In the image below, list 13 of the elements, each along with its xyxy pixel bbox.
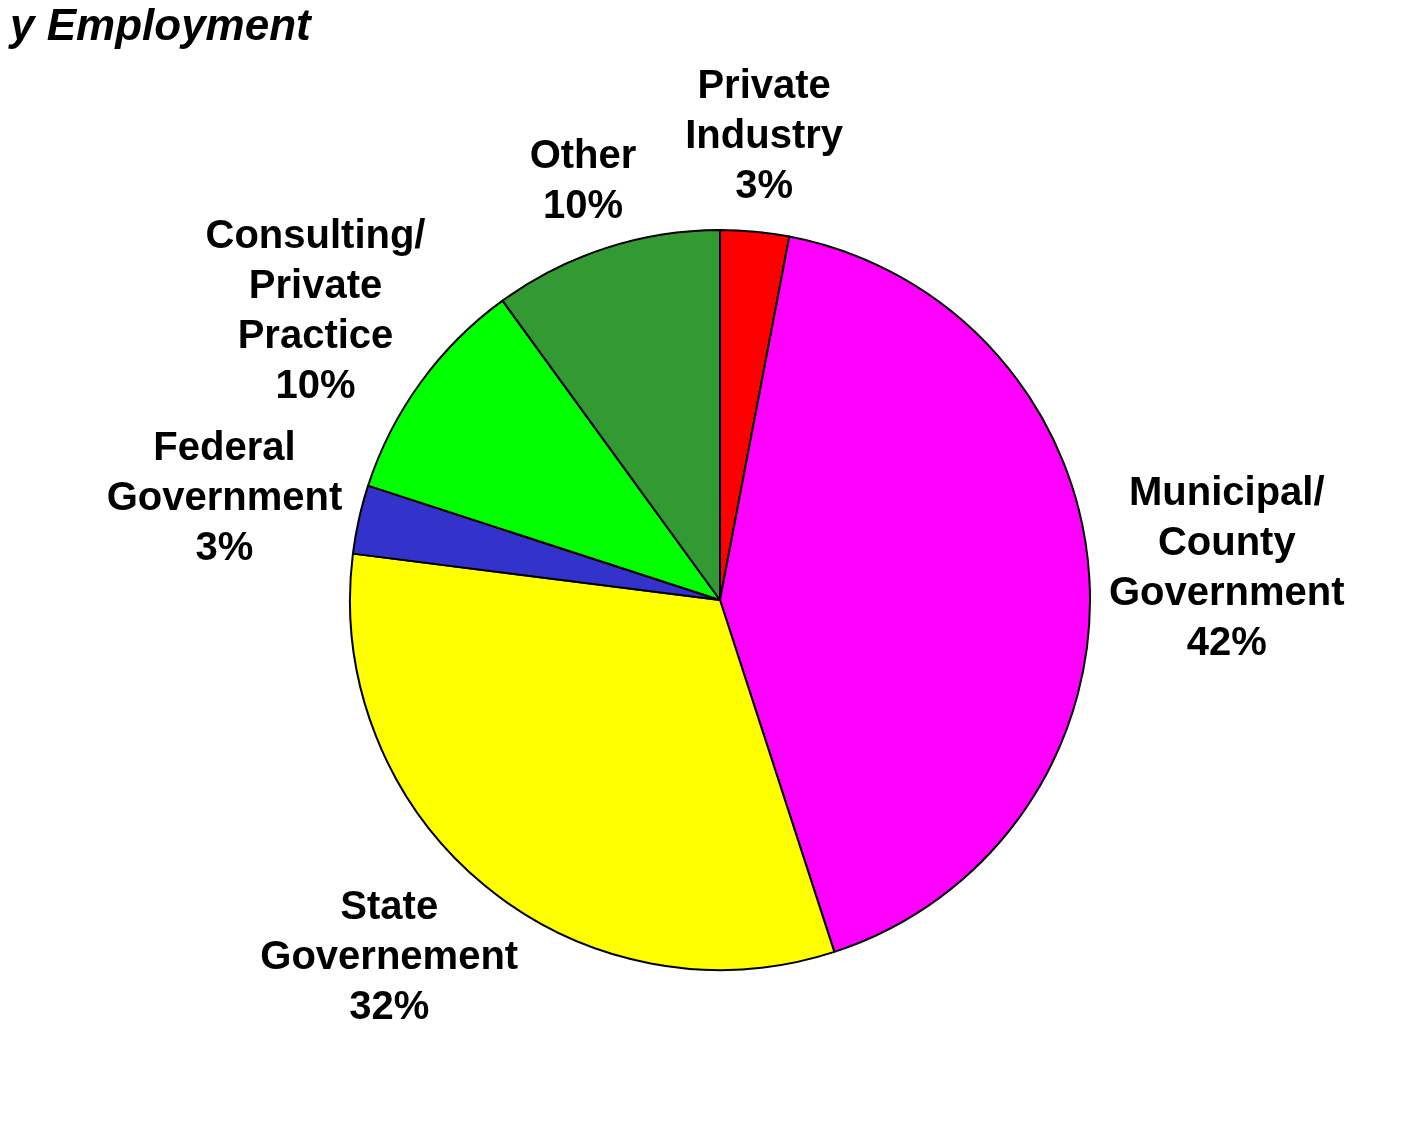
slice-label: Consulting/ Private Practice: [205, 212, 426, 357]
slice-label: Private Industry: [685, 62, 844, 157]
slice-label: Federal Government: [106, 423, 343, 518]
data-label: 42%: [1186, 619, 1267, 664]
data-label: 10%: [275, 362, 356, 407]
slice-label: State Governement: [260, 883, 519, 978]
data-label: 3%: [195, 523, 254, 568]
slice-label: Municipal/ County Government: [1109, 469, 1345, 614]
data-label: 3%: [735, 162, 794, 207]
slice-label: Other: [529, 131, 637, 176]
data-label: 10%: [542, 181, 624, 226]
data-label: 32%: [349, 983, 430, 1028]
chart-title: y Employment: [10, 0, 311, 50]
